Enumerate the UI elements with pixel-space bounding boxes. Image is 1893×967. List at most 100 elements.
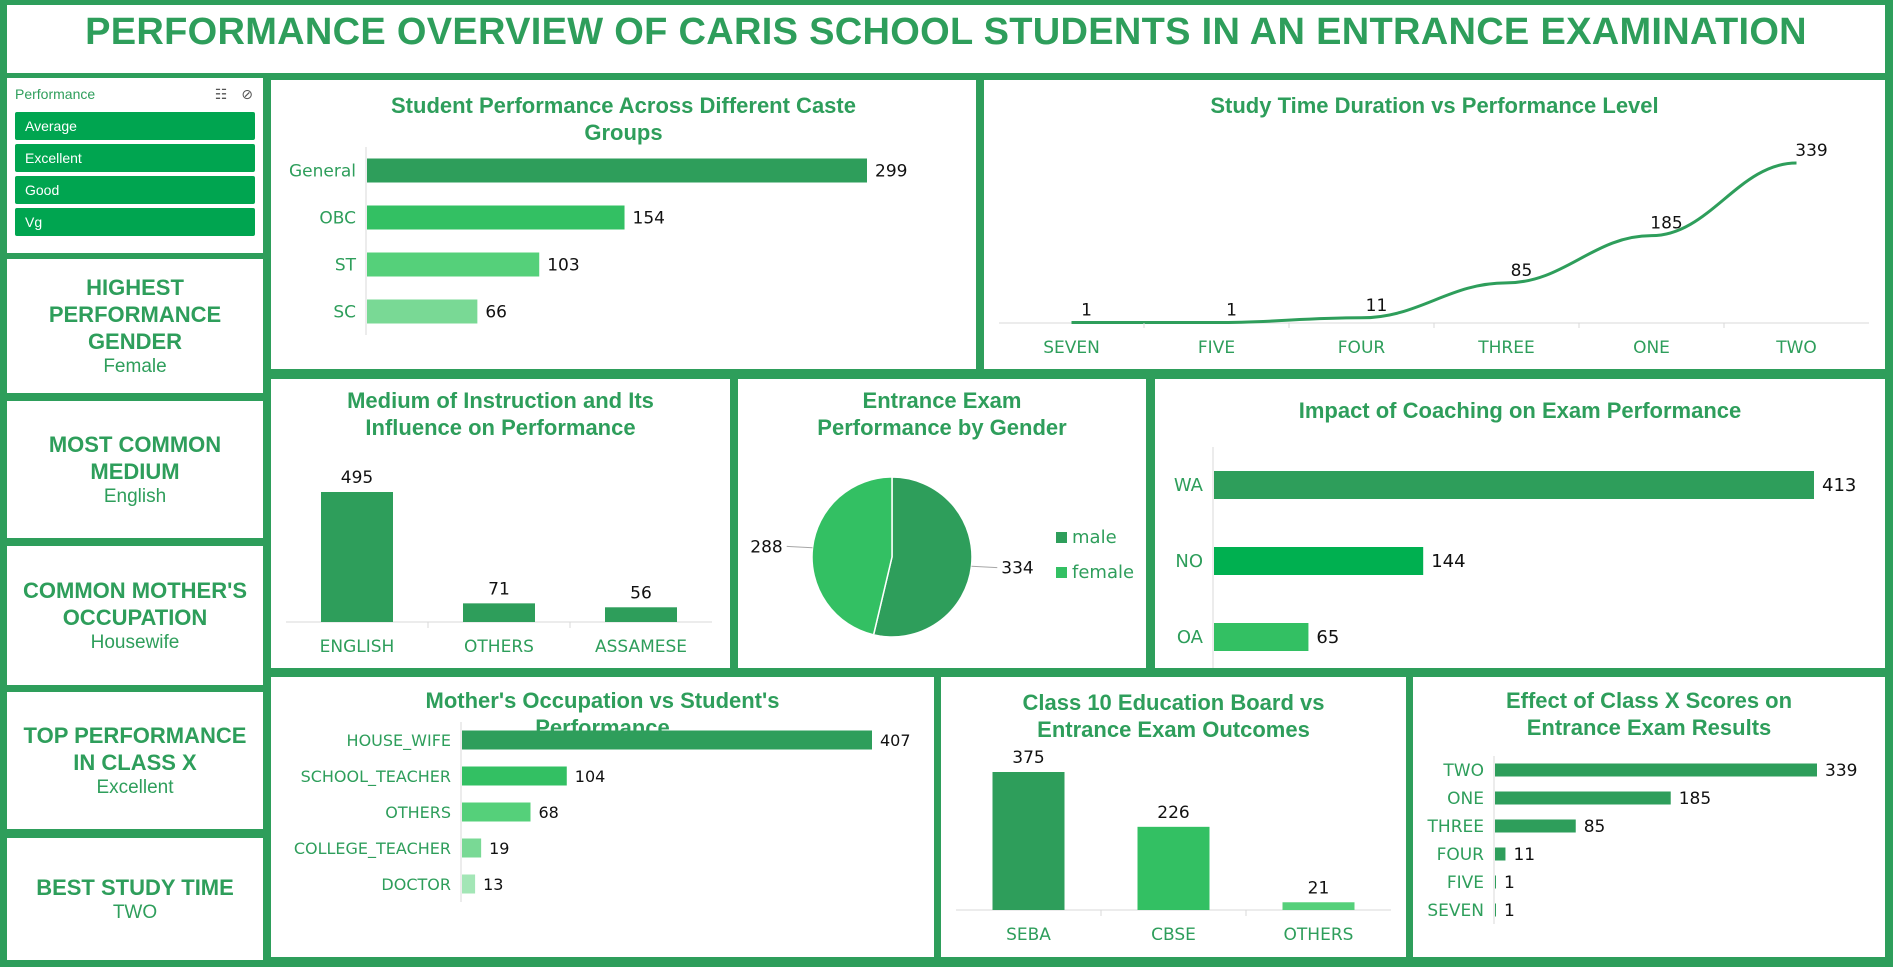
pie-slice-male bbox=[872, 476, 973, 638]
bar bbox=[367, 252, 540, 277]
bar bbox=[367, 158, 867, 183]
chart-mother-occupation-panel: Mother's Occupation vs Student's Perform… bbox=[271, 677, 934, 957]
category-label: HOUSE_WIFE bbox=[347, 731, 451, 751]
value-label: 1 bbox=[1226, 301, 1237, 321]
performance-slicer[interactable]: Performance ☷ ⊘ Average Excellent Good V… bbox=[7, 78, 263, 253]
clear-filter-icon[interactable]: ⊘ bbox=[241, 86, 253, 102]
bar bbox=[605, 607, 677, 622]
slicer-title: Performance bbox=[15, 86, 96, 102]
board-chart: 375 SEBA 226 CBSE 21 OTHERS bbox=[956, 748, 1391, 945]
value-label: 21 bbox=[1308, 878, 1330, 898]
value-label: 85 bbox=[1511, 261, 1533, 281]
multi-select-icon[interactable]: ☷ bbox=[214, 86, 228, 102]
category-label: TWO bbox=[1442, 761, 1484, 781]
kpi-label: COMMON MOTHER'S OCCUPATION bbox=[23, 577, 247, 630]
coaching-chart: WA 413 NO 144 OA 65 bbox=[1174, 447, 1856, 668]
bar bbox=[1495, 819, 1576, 833]
value-label: 66 bbox=[485, 303, 507, 323]
category-label: THREE bbox=[1477, 338, 1534, 358]
category-label: ONE bbox=[1447, 789, 1484, 809]
category-label: FOUR bbox=[1338, 338, 1386, 358]
chart-class-x-panel: Effect of Class X Scores on Entrance Exa… bbox=[1413, 677, 1885, 957]
value-label: 185 bbox=[1679, 789, 1711, 809]
slicer-item-vg[interactable]: Vg bbox=[15, 208, 255, 236]
chart-gender-panel: Entrance Exam Performance by Gender 334 2… bbox=[738, 379, 1146, 668]
bar bbox=[462, 874, 476, 894]
value-label: 103 bbox=[547, 256, 579, 276]
bar bbox=[1214, 547, 1424, 575]
chart-coaching-panel: Impact of Coaching on Exam Performance W… bbox=[1155, 379, 1885, 668]
value-label: 65 bbox=[1316, 627, 1339, 648]
category-label: SC bbox=[333, 303, 356, 323]
category-label: SEVEN bbox=[1043, 338, 1100, 358]
slicer-header: Performance ☷ ⊘ bbox=[15, 82, 255, 106]
slicer-item-good[interactable]: Good bbox=[15, 176, 255, 204]
value-label: 56 bbox=[630, 583, 652, 603]
category-label: THREE bbox=[1427, 817, 1484, 837]
kpi-value: English bbox=[103, 485, 167, 507]
value-label: 185 bbox=[1650, 214, 1682, 234]
kpi-label: MOST COMMON MEDIUM bbox=[48, 431, 222, 484]
dashboard-header: PERFORMANCE OVERVIEW OF CARIS SCHOOL STU… bbox=[7, 5, 1885, 73]
category-label: WA bbox=[1174, 475, 1204, 496]
value-label: 13 bbox=[483, 875, 503, 894]
value-label: 413 bbox=[1822, 475, 1856, 496]
category-label: TWO bbox=[1775, 338, 1817, 358]
mother-occupation-chart: HOUSE_WIFE 407 SCHOOL_TEACHER 104 OTHERS 68 CO… bbox=[294, 722, 911, 902]
value-label: 339 bbox=[1825, 761, 1857, 781]
kpi-value: Housewife bbox=[90, 631, 180, 653]
category-label: ASSAMESE bbox=[595, 637, 687, 657]
value-label: 11 bbox=[1366, 296, 1388, 316]
chart-study-time-panel: Study Time Duration vs Performance Level… bbox=[984, 80, 1885, 369]
bar bbox=[1495, 763, 1817, 777]
value-label: 299 bbox=[875, 162, 907, 182]
value-label: 19 bbox=[489, 839, 509, 858]
kpi-card-medium: MOST COMMON MEDIUM English bbox=[7, 401, 263, 538]
category-label: OA bbox=[1177, 627, 1204, 648]
slicer-item-average[interactable]: Average bbox=[15, 112, 255, 140]
bar bbox=[1137, 826, 1210, 910]
category-label: DOCTOR bbox=[381, 875, 451, 894]
category-label: SCHOOL_TEACHER bbox=[301, 767, 451, 787]
category-label: FOUR bbox=[1437, 845, 1485, 865]
value-label: 71 bbox=[488, 579, 510, 599]
leader-line bbox=[971, 565, 998, 569]
value-label: 375 bbox=[1012, 748, 1044, 768]
pie-slice-female bbox=[811, 476, 893, 636]
value-label: 11 bbox=[1513, 845, 1535, 865]
category-label: FIVE bbox=[1198, 338, 1235, 358]
category-label: ONE bbox=[1633, 338, 1670, 358]
kpi-card-mother-occupation: COMMON MOTHER'S OCCUPATION Housewife bbox=[7, 546, 263, 685]
legend-label: female bbox=[1072, 562, 1134, 583]
kpi-label: TOP PERFORMANCE IN CLASS X bbox=[23, 722, 247, 775]
kpi-label: BEST STUDY TIME bbox=[36, 874, 234, 900]
value-label: 1 bbox=[1504, 873, 1515, 893]
value-label: 495 bbox=[341, 468, 373, 488]
legend-swatch bbox=[1056, 532, 1067, 543]
value-label: 407 bbox=[880, 731, 911, 750]
category-label: OTHERS bbox=[464, 637, 534, 657]
value-label: 85 bbox=[1584, 817, 1606, 837]
bar bbox=[1495, 875, 1496, 889]
value-label: 1 bbox=[1081, 301, 1092, 321]
bar bbox=[462, 838, 482, 858]
legend-label: male bbox=[1072, 527, 1117, 548]
caste-chart: General 299 OBC 154 ST 103 SC 66 bbox=[289, 147, 907, 335]
medium-chart: 495 ENGLISH 71 OTHERS 56 ASSAMESE bbox=[286, 468, 712, 657]
bar bbox=[1282, 902, 1355, 910]
bar bbox=[462, 766, 567, 786]
category-label: ENGLISH bbox=[320, 637, 395, 657]
chart-title: Study Time Duration vs Performance Level bbox=[1210, 93, 1659, 118]
slicer-item-excellent[interactable]: Excellent bbox=[15, 144, 255, 172]
value-label: 1 bbox=[1504, 901, 1515, 921]
value-label: 144 bbox=[1431, 551, 1465, 572]
bar bbox=[992, 772, 1065, 910]
chart-title: Impact of Coaching on Exam Performance bbox=[1298, 398, 1742, 423]
gender-chart: 334 288 male female bbox=[750, 476, 1134, 638]
category-label: SEBA bbox=[1006, 925, 1051, 945]
bar bbox=[463, 603, 535, 622]
category-label: ST bbox=[335, 256, 357, 276]
kpi-card-gender: HIGHEST PERFORMANCE GENDER Female bbox=[7, 259, 263, 393]
chart-medium-panel: Medium of Instruction and Its Influence … bbox=[271, 379, 730, 668]
kpi-label: HIGHEST PERFORMANCE GENDER bbox=[48, 274, 222, 354]
